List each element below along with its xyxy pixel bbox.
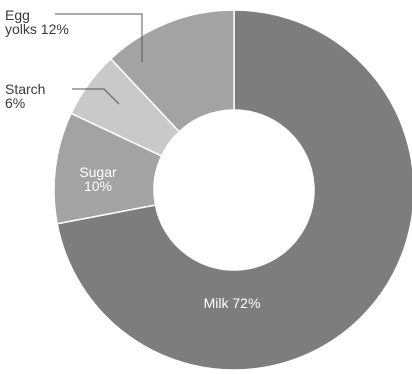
leader-starch (72, 88, 120, 105)
label-sugar: Sugar 10% (79, 164, 117, 194)
label-milk: Milk 72% (204, 295, 261, 311)
label-starch: Starch 6% (5, 81, 45, 111)
slice-labels: Milk 72% Sugar 10% Starch 6% Egg yolks 12% (5, 7, 260, 311)
donut-slices (53, 9, 412, 371)
label-egg-yolks: Egg yolks 12% (5, 7, 69, 37)
leader-egg-yolks (55, 13, 143, 62)
leader-lines (55, 13, 143, 105)
slice-milk (56, 9, 412, 371)
